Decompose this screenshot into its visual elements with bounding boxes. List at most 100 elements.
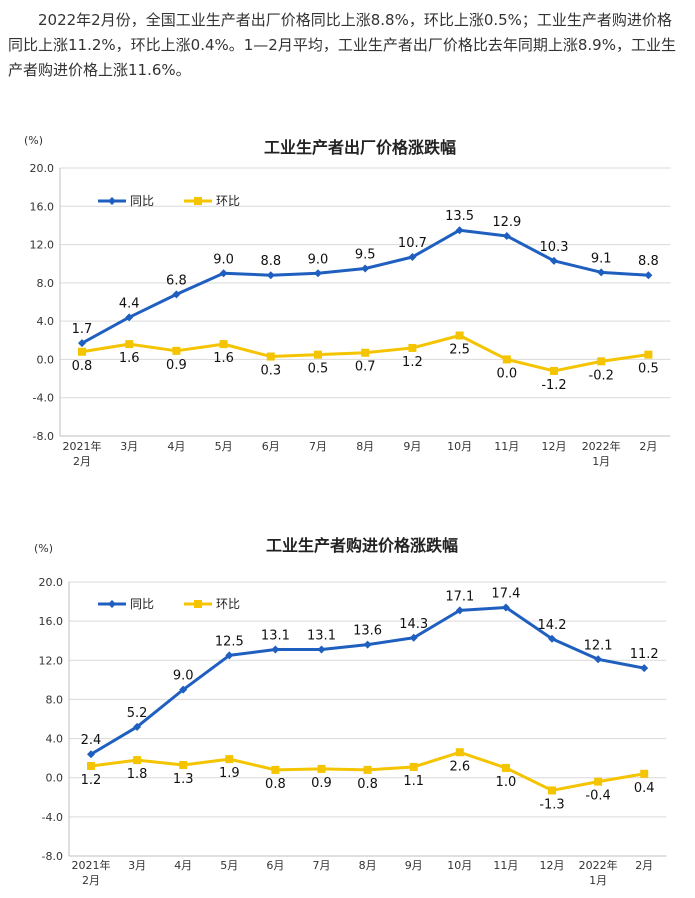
y-tick-label: 8.0 (37, 277, 55, 290)
data-point-yoy (179, 685, 188, 694)
data-label-mom: 0.3 (260, 364, 281, 379)
data-point-mom (219, 340, 228, 349)
data-point-yoy (361, 264, 370, 273)
data-point-mom (640, 769, 649, 778)
y-tick-label: 4.0 (37, 315, 55, 328)
x-tick-label: 12月 (540, 859, 565, 872)
y-tick-label: 16.0 (30, 200, 55, 213)
data-point-mom (409, 762, 418, 771)
data-label-mom: 2.6 (449, 759, 470, 774)
data-label-mom: 0.7 (355, 360, 376, 375)
data-label-mom: 0.8 (265, 777, 286, 792)
legend-label: 同比 (130, 597, 154, 611)
data-point-yoy (87, 750, 95, 759)
data-label-mom: 0.8 (72, 359, 93, 374)
data-label-mom: 1.0 (496, 775, 517, 790)
data-point-mom (644, 350, 653, 359)
x-tick-label: 7月 (313, 859, 331, 872)
data-point-yoy (550, 256, 558, 265)
data-label-yoy: 9.0 (173, 669, 194, 684)
data-label-mom: -0.4 (585, 789, 610, 804)
legend-label: 环比 (216, 597, 240, 611)
x-tick-label: 8月 (359, 859, 377, 872)
ppi-output-chart: 工业生产者出厂价格涨跌幅 (%) 20.0 16.0 12.0 8.0 4.0 0.0 -4.0… (0, 128, 695, 480)
legend-marker (108, 197, 116, 205)
x-tick-label: 12月 (542, 440, 567, 453)
data-point-mom (133, 756, 142, 765)
data-label-yoy: 9.1 (591, 251, 612, 266)
data-label-mom: 0.8 (357, 777, 378, 792)
x-tick-label: 2月 (635, 859, 653, 872)
data-point-yoy (594, 655, 603, 664)
intro-paragraph: 2022年2月份，全国工业生产者出厂价格同比上涨8.8%，环比上涨0.5%；工业… (8, 11, 676, 79)
data-point-yoy (363, 640, 372, 649)
legend-marker (108, 600, 116, 608)
y-tick-label: 12.0 (39, 654, 64, 667)
data-point-yoy (314, 269, 322, 278)
data-point-yoy (408, 253, 417, 262)
ppi-output-chart-svg: 工业生产者出厂价格涨跌幅 (%) 20.0 16.0 12.0 8.0 4.0 0.0 -4.0… (24, 134, 671, 468)
y-tick-label: 0.0 (37, 353, 55, 366)
data-point-mom (455, 748, 464, 757)
data-point-mom (172, 346, 181, 355)
data-label-mom: -1.2 (541, 378, 566, 393)
data-point-mom (179, 760, 188, 769)
data-point-yoy (266, 271, 275, 280)
data-label-yoy: 2.4 (81, 733, 102, 748)
data-label-mom: -0.2 (589, 368, 614, 383)
data-label-mom: 0.5 (638, 362, 659, 377)
y-tick-label: -4.0 (33, 392, 54, 405)
y-tick-label: 20.0 (30, 162, 55, 175)
x-tick-label: 11月 (494, 440, 519, 453)
data-point-mom (314, 350, 322, 359)
x-tick-label: 9月 (403, 440, 421, 453)
data-label-mom: 2.5 (449, 343, 470, 358)
data-label-yoy: 10.3 (540, 240, 569, 255)
data-point-mom (125, 340, 134, 349)
data-point-mom (550, 366, 558, 375)
data-label-yoy: 13.1 (307, 629, 336, 644)
data-label-mom: 0.5 (308, 362, 329, 377)
legend-label: 环比 (216, 194, 240, 208)
data-point-mom (501, 763, 510, 772)
data-point-yoy (317, 645, 326, 654)
data-point-mom (266, 352, 275, 361)
y-tick-label: 4.0 (46, 733, 64, 746)
data-point-yoy (409, 633, 418, 642)
x-tick-label: 2021年 2月 (72, 858, 111, 887)
data-point-yoy (219, 269, 228, 278)
data-label-yoy: 13.5 (445, 209, 474, 224)
y-tick-label: 20.0 (39, 576, 64, 589)
x-tick-label: 3月 (128, 859, 146, 872)
data-point-yoy (501, 603, 510, 612)
x-tick-label: 2021年 2月 (63, 439, 102, 468)
data-point-yoy (225, 651, 234, 660)
data-label-yoy: 9.0 (308, 252, 329, 267)
data-label-yoy: 8.8 (638, 254, 659, 269)
data-point-yoy (640, 664, 649, 673)
data-label-mom: 1.1 (403, 774, 424, 789)
data-label-yoy: 10.7 (398, 236, 427, 251)
data-label-yoy: 9.0 (213, 252, 234, 267)
data-label-mom: 1.2 (402, 355, 423, 370)
data-label-yoy: 13.6 (353, 624, 382, 639)
x-tick-label: 2月 (639, 440, 657, 453)
data-point-yoy (455, 606, 464, 615)
x-tick-label: 5月 (215, 440, 233, 453)
data-point-yoy (502, 231, 511, 240)
data-label-yoy: 12.1 (584, 638, 613, 653)
data-label-yoy: 14.3 (399, 617, 428, 632)
x-tick-label: 9月 (405, 859, 423, 872)
y-tick-label: 16.0 (39, 615, 64, 628)
data-label-mom: 1.6 (119, 351, 140, 366)
data-label-yoy: 9.5 (355, 248, 376, 263)
chart-title: 工业生产者出厂价格涨跌幅 (264, 138, 456, 157)
data-label-yoy: 5.2 (127, 706, 148, 721)
data-point-yoy (78, 339, 86, 348)
data-label-yoy: 14.2 (538, 618, 567, 633)
y-tick-label: 8.0 (46, 693, 64, 706)
data-point-yoy (125, 313, 134, 322)
data-point-mom (502, 355, 511, 364)
data-point-yoy (597, 268, 606, 277)
data-point-mom (271, 765, 280, 774)
